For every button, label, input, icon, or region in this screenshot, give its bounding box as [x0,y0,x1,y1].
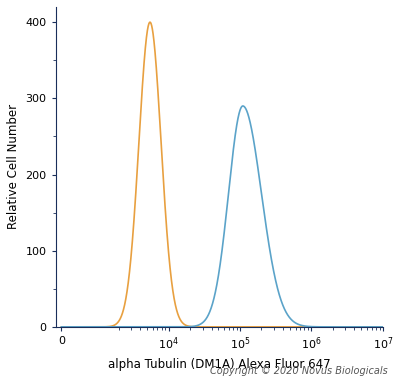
X-axis label: alpha Tubulin (DM1A) Alexa Fluor 647: alpha Tubulin (DM1A) Alexa Fluor 647 [108,358,330,371]
Text: Copyright © 2020 Novus Biologicals: Copyright © 2020 Novus Biologicals [210,366,388,376]
Y-axis label: Relative Cell Number: Relative Cell Number [7,104,20,229]
